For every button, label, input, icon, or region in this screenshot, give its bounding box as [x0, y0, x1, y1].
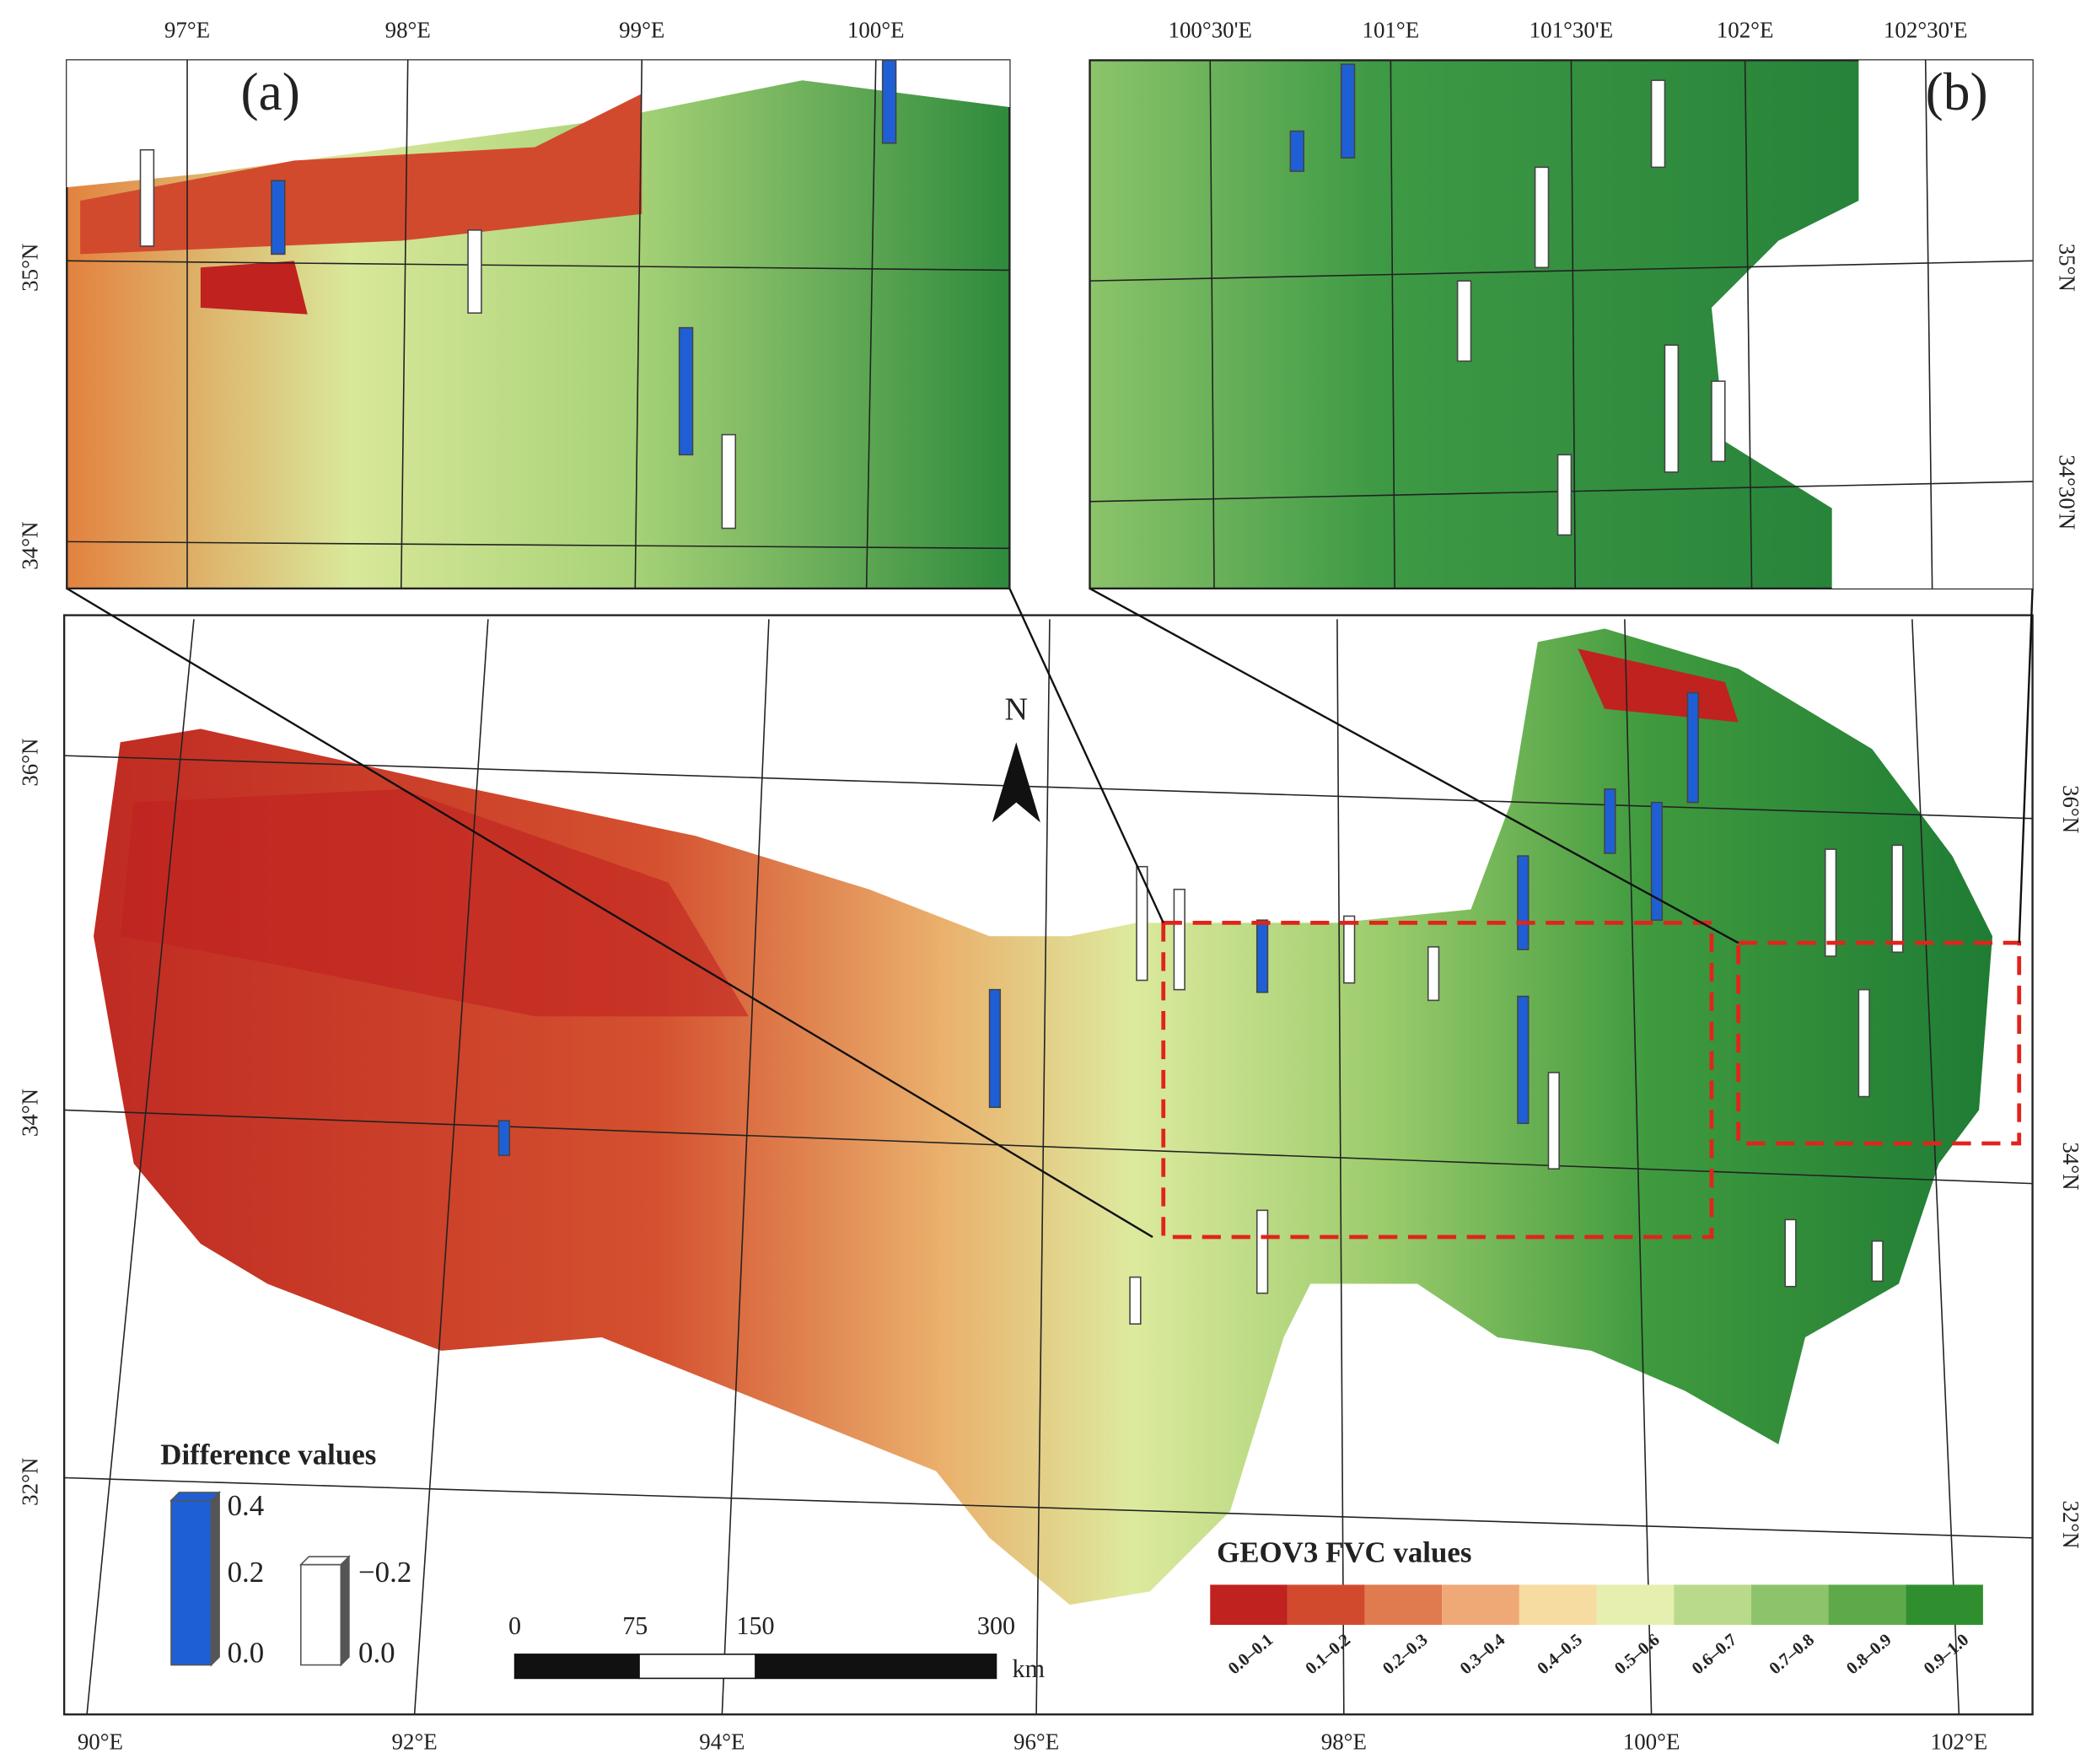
fvc-legend-title: GEOV3 FVC values	[1217, 1535, 1471, 1568]
graticule-label: 90°E	[78, 1729, 123, 1754]
panel-label: (a)	[240, 62, 299, 121]
inset-b-extent	[1736, 940, 2022, 1146]
graticule-label: 34°30'N	[2054, 454, 2079, 530]
inset-b-bars	[1289, 63, 1726, 536]
graticule-label: 34°N	[17, 522, 42, 570]
graticule-label: 35°N	[2054, 244, 2079, 292]
difference-bars	[497, 691, 1904, 1325]
graticule-label: 92°E	[392, 1729, 438, 1754]
graticule-label: 100°E	[847, 18, 905, 43]
legend-value: −0.2	[358, 1556, 411, 1589]
fvc-swatch	[1210, 1584, 1288, 1625]
low-fvc-zone	[200, 261, 308, 315]
no-data	[67, 60, 1010, 188]
panel-label: (b)	[1926, 62, 1988, 121]
graticule-label: 36°N	[2058, 785, 2083, 833]
connector-lines	[66, 587, 2034, 1239]
scale-label: 0	[508, 1611, 521, 1640]
difference-legend: 0.4 0.2 0.0 −0.2 0.0	[169, 1489, 411, 1669]
legend-value: 0.2	[228, 1556, 265, 1589]
scale-label: 150	[736, 1611, 774, 1640]
fvc-swatch	[1674, 1584, 1751, 1625]
graticule-label: 97°E	[164, 18, 210, 43]
legend-bar	[170, 1499, 212, 1666]
scale-bar	[513, 1654, 997, 1680]
graticule-label: 94°E	[699, 1729, 745, 1754]
graticule-label: 99°E	[619, 18, 664, 43]
fvc-swatch	[1364, 1584, 1443, 1625]
graticule-label: 34°N	[2058, 1142, 2083, 1190]
inset-a-bars	[139, 59, 897, 530]
graticule-label: 101°30'E	[1530, 18, 1613, 43]
inset-a-extent	[1161, 920, 1714, 1240]
graticule	[64, 619, 2033, 1715]
north-label: N	[1005, 691, 1028, 727]
legend-bar	[300, 1563, 342, 1666]
fvc-swatch	[1596, 1584, 1675, 1625]
graticule-label: 32°N	[2058, 1500, 2083, 1548]
graticule-label: 102°E	[1930, 1729, 1987, 1754]
graticule-label: 98°E	[385, 18, 431, 43]
fvc-swatch	[1287, 1584, 1365, 1625]
graticule-label: 101°E	[1362, 18, 1419, 43]
graticule-label: 102°30'E	[1884, 18, 1967, 43]
fvc-swatch	[1519, 1584, 1597, 1625]
inset-a-graticule	[67, 60, 1010, 589]
north-arrow	[992, 742, 1040, 823]
legend-value: 0.0	[228, 1636, 265, 1669]
scale-label: 75	[622, 1611, 648, 1640]
legend-value: 0.4	[228, 1489, 265, 1522]
inset-b-graticule	[1089, 60, 2033, 589]
legend-value: 0.0	[358, 1636, 395, 1669]
graticule-label: 102°E	[1717, 18, 1774, 43]
graticule-label: 34°N	[17, 1089, 42, 1137]
no-data	[1711, 60, 2033, 589]
fvc-swatch	[1828, 1584, 1906, 1625]
graticule-labels: 97°E 98°E 99°E 100°E 35°N 34°N 100°30'E 101°E 10…	[17, 18, 2083, 1755]
graticule-label: 98°E	[1321, 1729, 1367, 1754]
graticule-label: 100°30'E	[1168, 18, 1251, 43]
graticule-label: 35°N	[17, 244, 42, 292]
graticule-label: 32°N	[17, 1458, 42, 1506]
fvc-swatch	[1750, 1584, 1829, 1625]
scale-labels: 0 75 150 300	[508, 1611, 1015, 1640]
scale-unit: km	[1013, 1654, 1046, 1683]
difference-legend-title: Difference values	[160, 1439, 376, 1471]
fvc-swatch	[1906, 1584, 1983, 1625]
legend-bar-side	[210, 1491, 220, 1667]
low-fvc-zone	[80, 94, 642, 255]
legend-bar-side	[340, 1555, 350, 1667]
graticule-label: 36°N	[17, 738, 42, 786]
scale-label: 300	[977, 1611, 1015, 1640]
low-fvc-zone	[120, 788, 750, 1017]
graticule-label: 96°E	[1013, 1729, 1059, 1754]
graticule-label: 100°E	[1623, 1729, 1680, 1754]
fvc-swatch	[1442, 1584, 1519, 1625]
